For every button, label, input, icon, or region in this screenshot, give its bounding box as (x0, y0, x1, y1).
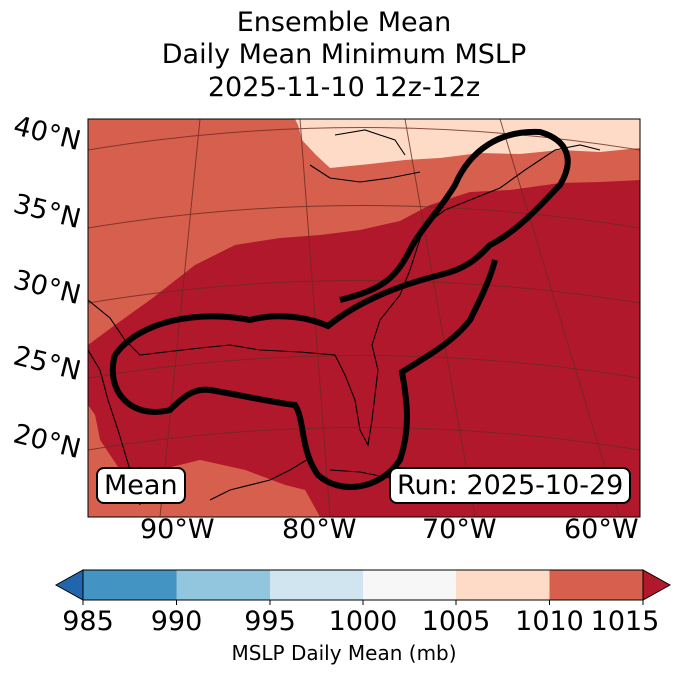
colorbar-tick-990: 990 (150, 606, 203, 637)
colorbar-bin-1000-1005 (363, 570, 456, 600)
colorbar-tick-1015: 1015 (590, 606, 660, 637)
colorbar-tick-1000: 1000 (328, 606, 398, 637)
colorbar-tick-985: 985 (62, 606, 114, 637)
colorbar-tick-1005: 1005 (421, 606, 491, 637)
probability-contour-south (109, 259, 498, 490)
title-line-1: Ensemble Mean (236, 7, 452, 38)
run-date-label: Run: 2025-10-29 (389, 467, 632, 504)
mean-label: Mean (96, 467, 186, 504)
colorbar-bin-1005-1010 (456, 570, 550, 600)
map-border (87, 118, 641, 518)
lon-label-90w: 90°W (140, 514, 215, 545)
title-line-2: Daily Mean Minimum MSLP (161, 39, 527, 70)
fill-1005-1010-north (295, 119, 640, 168)
probability-contour (112, 128, 571, 357)
lon-label-80w: 80°W (282, 514, 357, 545)
colorbar-bin-1010-1015 (549, 570, 643, 600)
colorbar-under-arrow (54, 569, 84, 601)
colorbar-tick-1010: 1010 (515, 606, 584, 637)
colorbar-bin-985-990 (83, 570, 177, 600)
lon-label-70w: 70°W (422, 514, 497, 545)
colorbar-label: MSLP Daily Mean (mb) (231, 641, 457, 665)
lon-label-60w: 60°W (564, 514, 639, 545)
colorbar-over-arrow (642, 569, 672, 601)
colorbar-bin-995-1000 (270, 570, 363, 600)
colorbar-tick-995: 995 (244, 606, 296, 637)
colorbar-bin-990-995 (176, 570, 270, 600)
title-line-3: 2025-11-10 12z-12z (207, 72, 481, 103)
